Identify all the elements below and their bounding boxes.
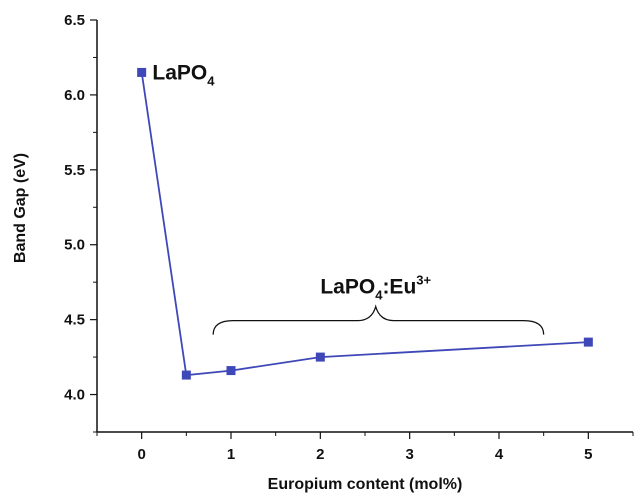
data-point [583, 337, 593, 347]
y-axis-title: Band Gap (eV) [12, 153, 29, 263]
curly-brace [212, 304, 545, 335]
label-lapo4-eu: LaPO4:Eu3+ [320, 273, 431, 303]
data-point [315, 352, 325, 362]
series-line [140, 72, 589, 377]
x-axis-title: Europium content (mol%) [268, 476, 463, 493]
x-tick-label: 3 [405, 446, 413, 463]
x-tick-label: 1 [227, 446, 235, 463]
y-tick-label: 4.5 [64, 312, 85, 329]
data-point [181, 370, 191, 380]
bracket-annotation [212, 304, 545, 335]
data-series [137, 67, 593, 380]
y-tick-label: 5.0 [64, 237, 85, 254]
annotations: LaPO4 LaPO4:Eu3+ [152, 61, 431, 302]
data-point [226, 366, 236, 376]
data-point [137, 67, 147, 77]
y-tick-label: 4.0 [64, 387, 85, 404]
label-lapo4: LaPO4 [152, 61, 215, 88]
x-tick-label: 4 [495, 446, 504, 463]
y-tick-label: 6.0 [64, 87, 85, 104]
x-tick-label: 5 [584, 446, 592, 463]
y-tick-label: 6.5 [64, 12, 85, 29]
x-tick-label: 0 [137, 446, 145, 463]
x-tick-label: 2 [316, 446, 324, 463]
ticks: 0 1 2 3 4 5 4.0 4.5 5.0 5.5 6.0 6.5 [64, 12, 634, 463]
y-tick-label: 5.5 [64, 162, 85, 179]
